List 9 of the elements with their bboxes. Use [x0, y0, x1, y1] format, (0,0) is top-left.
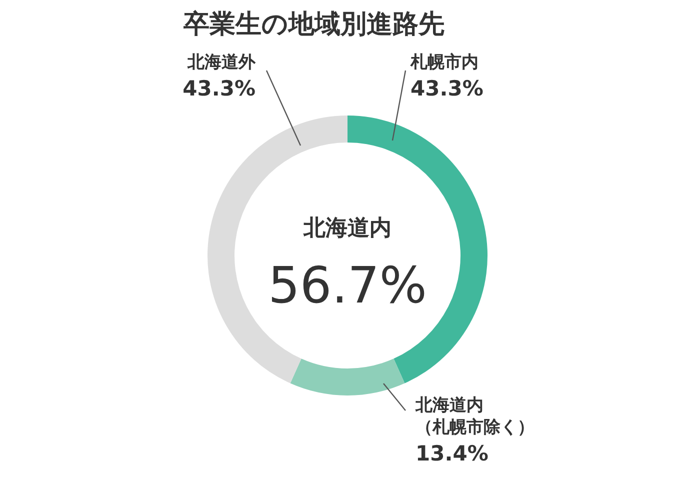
- text: 北海道内: [302, 216, 392, 241]
- data-label: 13.4%: [416, 442, 488, 466]
- slice-label: 北海道内（札幌市除く）: [414, 396, 534, 438]
- text: 56.7%: [268, 256, 427, 314]
- data-label: 43.3%: [410, 76, 484, 100]
- slice-label: 北海道外: [186, 52, 256, 72]
- data-label: 43.3%: [182, 76, 256, 100]
- chart-title: 卒業生の地域別進路先: [182, 10, 444, 40]
- slice-label: 札幌市内: [410, 52, 478, 72]
